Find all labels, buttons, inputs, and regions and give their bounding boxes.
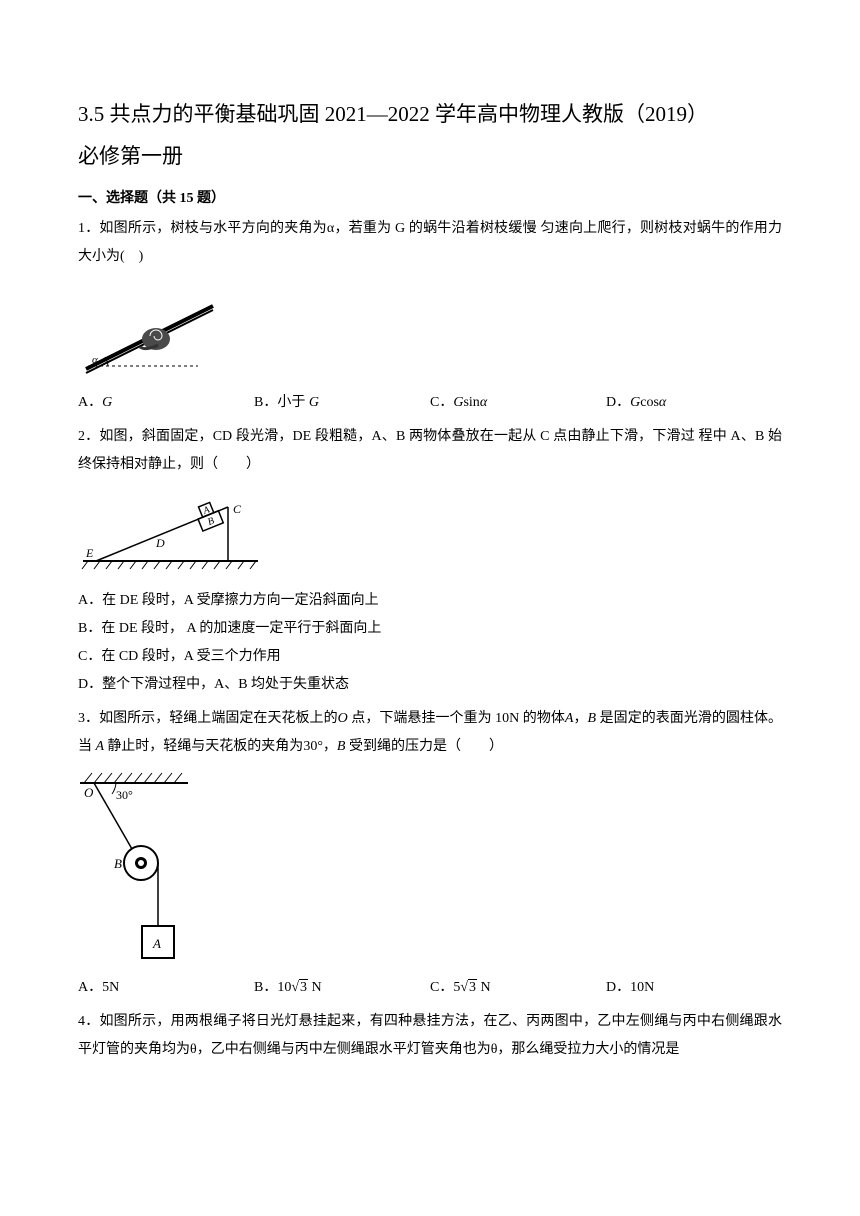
q3-t1: 3．如图所示，轻绳上端固定在天花板上的 xyxy=(78,711,338,726)
q1-angle-label: α xyxy=(92,354,98,366)
q2-label-c: C xyxy=(233,502,242,516)
q1-stem-text: 1．如图所示，树枝与水平方向的夹角为α，若重为 G 的蜗牛沿着树枝缓慢 匀速向上… xyxy=(78,221,782,264)
q1-opt-a: A．G xyxy=(78,389,254,417)
q3-opt-d: D．10N xyxy=(606,974,782,1002)
q3b-num: 3 xyxy=(299,979,308,995)
q3-label-o: O xyxy=(84,785,94,800)
q3-angle: 30° xyxy=(303,739,323,754)
q3c-pre: C．5 xyxy=(430,980,460,995)
q3-t2: 点，下端悬挂一个重为 10N 的物体 xyxy=(348,711,565,726)
q3c-suf: N xyxy=(477,980,491,995)
q3-t5: ， xyxy=(323,739,337,754)
q1-opt-d: D．Gcosα xyxy=(606,389,782,417)
q3-stem: 3．如图所示，轻绳上端固定在天花板上的O 点，下端悬挂一个重为 10N 的物体 A… xyxy=(78,705,782,761)
q2-options: A．在 DE 段时，A 受摩擦力方向一定沿斜面向上 B．在 DE 段时， A 的… xyxy=(78,587,782,699)
q3b-pre: B．10 xyxy=(254,980,291,995)
q2-label-d: D xyxy=(155,536,165,550)
q3-b: B xyxy=(588,711,597,726)
q3-figure: O 30° B A xyxy=(78,771,198,966)
q2-opt-b: B．在 DE 段时， A 的加速度一定平行于斜面向上 xyxy=(78,615,782,643)
q1-stem: 1．如图所示，树枝与水平方向的夹角为α，若重为 G 的蜗牛沿着树枝缓慢 匀速向上… xyxy=(78,215,782,271)
q4-stem-text: 4．如图所示，用两根绳子将日光灯悬挂起来，有四种悬挂方法，在乙、丙两图中，乙中左… xyxy=(78,1014,782,1057)
q3b-suf: N xyxy=(308,980,322,995)
q2-label-e: E xyxy=(85,546,94,560)
title-line-1: 3.5 共点力的平衡基础巩固 2021—2022 学年高中物理人教版（2019） xyxy=(78,95,782,135)
q1-figure: α xyxy=(78,281,223,381)
q3-t4: 静止时，轻绳与天花板的夹角为 xyxy=(107,739,303,754)
q3-label-b: B xyxy=(114,856,122,871)
q3-opt-b: B．10 3 N xyxy=(254,974,430,1002)
q2-opt-c: C．在 CD 段时，A 受三个力作用 xyxy=(78,643,782,671)
q2-figure: A B E D C xyxy=(78,489,263,579)
q2-opt-a: A．在 DE 段时，A 受摩擦力方向一定沿斜面向上 xyxy=(78,587,782,615)
svg-text:B: B xyxy=(206,515,216,527)
q3c-num: 3 xyxy=(468,979,477,995)
q2-stem-text: 2．如图，斜面固定，CD 段光滑，DE 段粗糙，A、B 两物体叠放在一起从 C … xyxy=(78,429,782,472)
q2-opt-d: D．整个下滑过程中，A、B 均处于失重状态 xyxy=(78,671,782,699)
q3-a2: A xyxy=(92,739,107,754)
q1-opt-b: B．小于 G xyxy=(254,389,430,417)
q3-t6: 受到绳的压力是（ ） xyxy=(345,739,503,754)
q3-opt-a: A．5N xyxy=(78,974,254,1002)
section-header: 一、选择题（共 15 题） xyxy=(78,187,782,207)
q3-options: A．5N B．10 3 N C．5 3 N D．10N xyxy=(78,974,782,1002)
q1-opt-c: C．Gsinα xyxy=(430,389,606,417)
q3-label-angle: 30° xyxy=(116,788,133,802)
q3-o: O xyxy=(338,711,348,726)
q3-c1: ， xyxy=(573,711,587,726)
q2-stem: 2．如图，斜面固定，CD 段光滑，DE 段粗糙，A、B 两物体叠放在一起从 C … xyxy=(78,423,782,479)
q3-opt-c: C．5 3 N xyxy=(430,974,606,1002)
q4-stem: 4．如图所示，用两根绳子将日光灯悬挂起来，有四种悬挂方法，在乙、丙两图中，乙中左… xyxy=(78,1008,782,1064)
title-line-2: 必修第一册 xyxy=(78,137,782,177)
q3-label-a: A xyxy=(152,936,161,951)
q1-options: A．G B．小于 G C．Gsinα D．Gcosα xyxy=(78,389,782,417)
